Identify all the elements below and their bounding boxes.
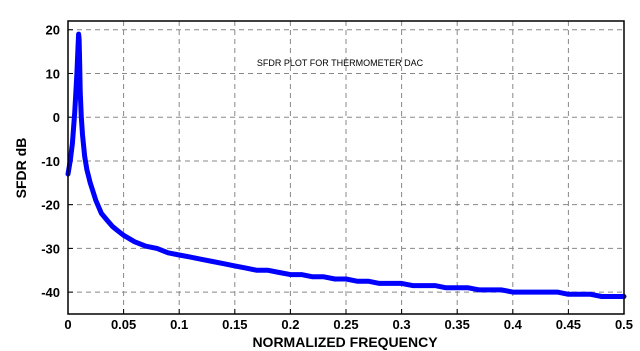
sfdr-point: [477, 288, 481, 292]
x-axis-title: NORMALIZED FREQUENCY: [252, 334, 438, 350]
sfdr-point: [377, 281, 381, 285]
sfdr-point: [589, 292, 593, 296]
sfdr-point: [122, 233, 126, 237]
sfdr-point: [222, 262, 226, 266]
sfdr-point: [288, 273, 292, 277]
y-tick-label: -40: [41, 285, 60, 300]
sfdr-point: [110, 225, 114, 229]
y-tick-label: -20: [41, 198, 60, 213]
sfdr-point: [555, 290, 559, 294]
sfdr-point: [211, 260, 215, 264]
sfdr-point: [244, 266, 248, 270]
sfdr-point: [99, 211, 103, 215]
sfdr-point: [422, 284, 426, 288]
sfdr-point: [68, 159, 72, 163]
y-tick-label: 0: [53, 110, 60, 125]
sfdr-point: [105, 218, 109, 222]
sfdr-point: [333, 277, 337, 281]
sfdr-point: [533, 290, 537, 294]
sfdr-point: [388, 281, 392, 285]
y-tick-labels: 20 10 0 -10 -20 -30 -40: [41, 23, 60, 300]
sfdr-point: [500, 288, 504, 292]
sfdr-point: [78, 63, 82, 67]
series-layer: [65, 31, 627, 299]
plot-frame: [67, 20, 625, 315]
sfdr-point: [444, 286, 448, 290]
sfdr-point: [155, 246, 159, 250]
sfdr-point: [77, 32, 81, 36]
sfdr-point: [600, 295, 604, 299]
sfdr-point: [300, 273, 304, 277]
sfdr-point: [511, 290, 515, 294]
sfdr-point: [85, 168, 89, 172]
sfdr-point: [75, 71, 79, 75]
sfdr-point: [544, 290, 548, 294]
x-tick-label: 0.25: [333, 317, 358, 332]
chart-title: SFDR PLOT FOR THERMOMETER DAC: [257, 58, 424, 68]
sfdr-point: [578, 292, 582, 296]
sfdr-point: [73, 111, 77, 115]
sfdr-point: [78, 89, 82, 93]
sfdr-point: [83, 155, 87, 159]
x-tick-label: 0.3: [393, 317, 411, 332]
sfdr-point: [311, 275, 315, 279]
x-tick-label: 0.2: [281, 317, 299, 332]
sfdr-point: [611, 295, 615, 299]
sfdr-point: [233, 264, 237, 268]
x-tick-label: 0.45: [556, 317, 581, 332]
y-tick-label: -30: [41, 241, 60, 256]
sfdr-point: [177, 253, 181, 257]
y-tick-label: -10: [41, 154, 60, 169]
x-tick-labels: 0 0.05 0.1 0.15 0.2 0.25 0.3 0.35 0.4 0.45 0.5: [64, 317, 633, 332]
x-tick-label: 0.4: [504, 317, 523, 332]
sfdr-point: [116, 229, 120, 233]
x-tick-label: 0.15: [222, 317, 247, 332]
sfdr-point: [489, 288, 493, 292]
sfdr-point: [144, 244, 148, 248]
sfdr-point: [466, 286, 470, 290]
sfdr-point: [255, 268, 259, 272]
sfdr-point: [188, 255, 192, 259]
sfdr-point: [80, 133, 84, 137]
x-tick-label: 0.5: [615, 317, 633, 332]
y-tick-label: 20: [46, 23, 60, 38]
x-tick-label: 0: [64, 317, 71, 332]
sfdr-point: [522, 290, 526, 294]
sfdr-point: [400, 281, 404, 285]
sfdr-point: [79, 115, 83, 119]
sfdr-series-line: [65, 31, 627, 299]
x-tick-label: 0.35: [445, 317, 470, 332]
sfdr-point: [133, 240, 137, 244]
sfdr-point: [433, 284, 437, 288]
y-tick-label: 10: [46, 66, 60, 81]
x-tick-label: 0.05: [111, 317, 136, 332]
sfdr-point: [166, 251, 170, 255]
sfdr-point: [277, 270, 281, 274]
y-axis-title: SFDR dB: [13, 138, 29, 199]
sfdr-point: [566, 292, 570, 296]
sfdr-point: [344, 277, 348, 281]
sfdr-point: [199, 257, 203, 261]
sfdr-point: [88, 181, 92, 185]
sfdr-point: [411, 284, 415, 288]
sfdr-point: [455, 286, 459, 290]
sfdr-point: [94, 198, 98, 202]
sfdr-point: [266, 268, 270, 272]
sfdr-point: [76, 45, 80, 49]
x-tick-label: 0.1: [170, 317, 188, 332]
sfdr-point: [322, 275, 326, 279]
sfdr-point: [366, 279, 370, 283]
sfdr-point: [77, 36, 81, 40]
sfdr-point: [355, 279, 359, 283]
sfdr-point: [70, 141, 74, 145]
